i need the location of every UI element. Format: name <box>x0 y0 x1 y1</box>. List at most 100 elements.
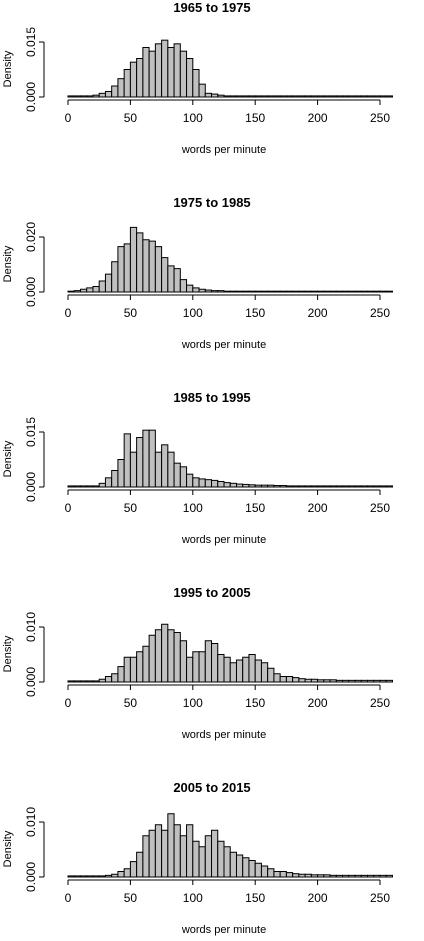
histogram-bar <box>335 290 344 293</box>
histogram-bar <box>279 871 287 878</box>
histogram-bar <box>242 95 250 98</box>
x-tick-label: 50 <box>124 501 138 515</box>
histogram-bar <box>211 479 219 488</box>
histogram-bar <box>379 290 387 293</box>
x-tick-label: 100 <box>183 891 203 905</box>
histogram-bar <box>117 78 125 98</box>
x-tick-label: 100 <box>183 501 203 515</box>
histogram-bar <box>154 246 163 293</box>
y-axis-label: Density <box>2 635 14 672</box>
histogram-bar <box>142 239 150 293</box>
histogram-bar <box>323 874 331 878</box>
histogram-bar <box>136 651 144 683</box>
chart-panel: 1985 to 1995 0 50 100 150 200 250 words per min… <box>2 390 393 546</box>
histogram-bar <box>142 645 150 683</box>
histogram-bar <box>167 265 175 293</box>
histogram-bar <box>342 679 350 683</box>
histogram-bar <box>235 95 244 98</box>
histogram-bar <box>136 851 144 878</box>
x-axis-label: words per minute <box>181 924 266 936</box>
y-tick-label: 0.015 <box>24 27 38 57</box>
histogram-bar <box>73 875 81 878</box>
histogram-bar <box>379 485 387 488</box>
histogram-bar <box>86 95 94 98</box>
histogram-bar <box>329 290 337 293</box>
histogram-bar <box>192 477 200 488</box>
histogram-bar <box>167 813 175 878</box>
histogram-bar <box>285 485 294 488</box>
histogram-bar <box>385 679 393 683</box>
histogram-bar <box>260 484 269 488</box>
y-tick-label: 0.000 <box>24 82 38 112</box>
histogram-bar <box>248 860 256 878</box>
histogram-bar <box>229 95 237 98</box>
histogram-bar <box>79 288 88 293</box>
histogram-bar <box>123 243 131 293</box>
histogram-bar <box>229 482 237 488</box>
histogram-bar <box>204 835 213 878</box>
histogram-bar <box>179 835 188 878</box>
histogram-bar <box>367 874 375 878</box>
histogram-bar <box>373 874 381 878</box>
histogram-bar <box>385 95 393 98</box>
histogram-bar <box>354 679 362 683</box>
histogram-bar <box>148 240 156 293</box>
histogram-bar <box>373 290 381 293</box>
histogram-bar <box>67 485 75 488</box>
chart-title: 1965 to 1975 <box>173 0 250 15</box>
histogram-bar <box>73 680 81 683</box>
histogram-bar <box>317 290 325 293</box>
histogram-bar <box>267 95 275 98</box>
x-tick-label: 50 <box>124 111 138 125</box>
histogram-bar <box>292 677 300 683</box>
histogram-bar <box>192 287 200 293</box>
y-axis-label: Density <box>2 440 14 477</box>
histogram-bar <box>211 643 219 683</box>
histogram-bar <box>304 290 312 293</box>
x-tick-label: 50 <box>124 306 138 320</box>
histogram-bar <box>223 656 231 683</box>
histogram-bar <box>67 680 75 683</box>
histogram-bar <box>348 874 356 878</box>
x-tick-label: 250 <box>370 111 390 125</box>
histogram-bar <box>285 872 294 878</box>
histogram-bar <box>217 94 225 98</box>
histogram-bar <box>360 95 369 98</box>
histogram-bar <box>123 69 131 98</box>
histogram-bar <box>86 875 94 878</box>
histogram-bar <box>211 829 219 878</box>
histogram-bar <box>104 91 113 98</box>
histogram-bar <box>179 50 188 98</box>
histogram-bar <box>273 290 281 293</box>
histogram-bar <box>329 874 337 878</box>
histogram-bar <box>385 290 393 293</box>
histogram-bar <box>285 290 294 293</box>
x-tick-label: 50 <box>124 891 138 905</box>
histogram-bar <box>323 485 331 488</box>
x-tick-label: 0 <box>65 306 72 320</box>
histogram-bar <box>260 662 269 683</box>
histogram-bar <box>217 654 225 683</box>
histogram-bar <box>229 662 237 683</box>
histogram-bar <box>348 485 356 488</box>
histogram-bar <box>211 290 219 293</box>
histogram-bar <box>298 873 306 878</box>
histogram-bar <box>298 290 306 293</box>
histogram-bar <box>198 846 206 878</box>
histogram-bar <box>73 485 81 488</box>
histogram-bar <box>148 50 156 98</box>
histogram-bar <box>360 874 369 878</box>
histogram-bar <box>136 58 144 98</box>
histogram-bar <box>142 47 150 98</box>
histogram-bar <box>235 290 244 293</box>
histogram-bar <box>354 874 362 878</box>
x-tick-label: 100 <box>183 111 203 125</box>
histogram-bar <box>167 451 175 488</box>
histogram-bar <box>117 246 125 293</box>
histogram-bar <box>379 679 387 683</box>
histogram-bar <box>342 485 350 488</box>
histogram-bar <box>304 678 312 683</box>
histogram-bar <box>204 92 213 98</box>
histogram-bar <box>148 429 156 488</box>
